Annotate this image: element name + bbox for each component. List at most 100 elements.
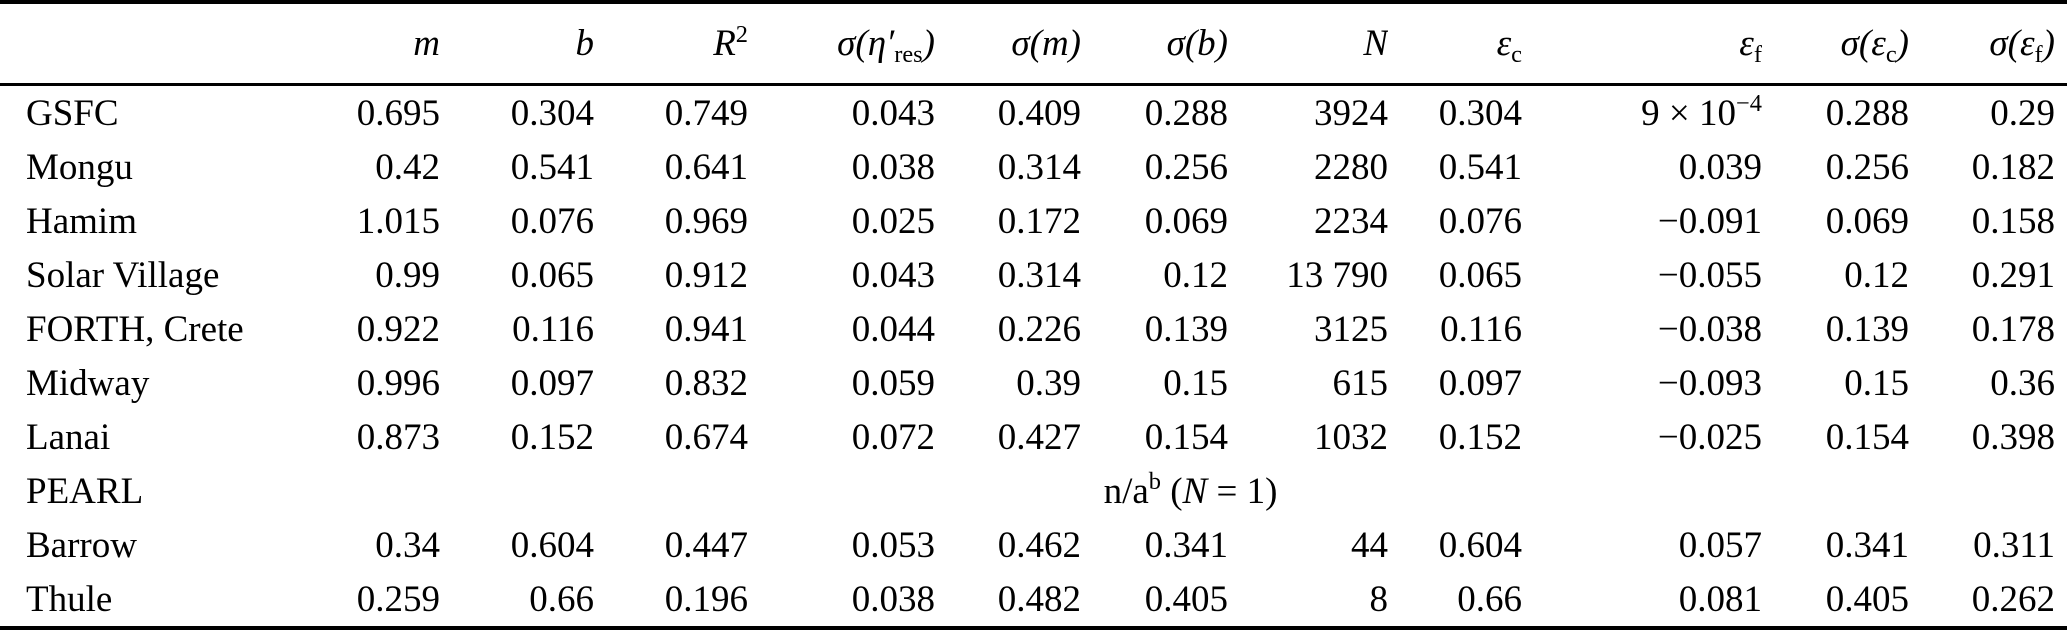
- value-cell: 0.038: [851, 578, 935, 620]
- row-label-site: GSFC: [26, 92, 119, 134]
- value-cell: 0.314: [997, 146, 1081, 188]
- row-label-site: Hamim: [26, 200, 137, 242]
- table-row: Thule 0.259 0.66 0.196 0.038 0.482 0.405 8 0.66 0…: [0, 572, 2067, 628]
- text-segment: σ(ε: [1840, 23, 1886, 64]
- value-cell: 0.674: [664, 416, 748, 458]
- value-cell: 0.409: [997, 92, 1081, 134]
- value-cell: 0.139: [1144, 308, 1228, 350]
- value-cell: −0.055: [1657, 254, 1762, 296]
- value-cell: 44: [1351, 524, 1388, 566]
- col-header-n: N: [1228, 2, 1388, 85]
- value-cell: 0.288: [1144, 92, 1228, 134]
- value-cell: 0.291: [1971, 254, 2055, 296]
- table-row: Mongu 0.42 0.541 0.641 0.038 0.314 0.256 2280 0.…: [0, 140, 2067, 194]
- value-cell: 0.057: [1678, 524, 1762, 566]
- text-segment: res: [894, 40, 923, 68]
- value-cell: 0.256: [1825, 146, 1909, 188]
- text-segment: c: [1511, 40, 1522, 68]
- text-segment: σ(m): [1011, 23, 1081, 64]
- value-cell: 0.29: [1990, 92, 2055, 134]
- text-segment: 9 × 10: [1641, 92, 1737, 134]
- row-label-site: FORTH, Crete: [26, 308, 244, 350]
- row-label-site: Solar Village: [26, 254, 220, 296]
- text-segment: R: [713, 23, 736, 64]
- value-cell: 0.065: [1438, 254, 1522, 296]
- value-cell: 0.99: [375, 254, 440, 296]
- text-segment: N: [1363, 23, 1388, 64]
- value-cell: 0.405: [1144, 578, 1228, 620]
- value-cell: 0.405: [1825, 578, 1909, 620]
- spanning-note-cell: n/ab (N = 1): [314, 464, 2067, 518]
- value-cell: 0.069: [1144, 200, 1228, 242]
- value-cell: 0.447: [664, 524, 748, 566]
- value-cell: 0.311: [1973, 524, 2055, 566]
- value-cell: 0.541: [1438, 146, 1522, 188]
- text-segment: f: [1753, 40, 1762, 68]
- value-cell: 0.462: [997, 524, 1081, 566]
- value-cell: 0.256: [1144, 146, 1228, 188]
- text-segment: N: [1182, 470, 1208, 512]
- value-cell: 0.025: [851, 200, 935, 242]
- value-cell: 0.996: [356, 362, 440, 404]
- value-cell: 2234: [1314, 200, 1388, 242]
- table-row: Solar Village 0.99 0.065 0.912 0.043 0.314 0.1…: [0, 248, 2067, 302]
- text-segment: −4: [1736, 90, 1762, 118]
- value-cell: 0.42: [375, 146, 440, 188]
- text-segment: σ(ε: [1989, 23, 2035, 64]
- table-row: Midway 0.996 0.097 0.832 0.059 0.39 0.15 615 0.0…: [0, 356, 2067, 410]
- value-cell: −0.038: [1657, 308, 1762, 350]
- value-cell: 0.152: [510, 416, 594, 458]
- value-cell: 0.065: [510, 254, 594, 296]
- value-cell: 0.158: [1971, 200, 2055, 242]
- text-segment: ε: [1739, 23, 1754, 64]
- table-row: FORTH, Crete 0.922 0.116 0.941 0.044 0.226 0.1…: [0, 302, 2067, 356]
- value-cell: 0.641: [664, 146, 748, 188]
- table-row: Hamim 1.015 0.076 0.969 0.025 0.172 0.069 2234 0…: [0, 194, 2067, 248]
- value-cell: 0.695: [356, 92, 440, 134]
- value-cell: 0.072: [851, 416, 935, 458]
- value-cell: 615: [1332, 362, 1389, 404]
- col-header-b: b: [440, 2, 595, 85]
- value-cell: 0.15: [1163, 362, 1228, 404]
- value-cell: 1.015: [356, 200, 440, 242]
- value-cell: 0.304: [1438, 92, 1522, 134]
- value-cell: 0.081: [1678, 578, 1762, 620]
- value-cell: 0.097: [510, 362, 594, 404]
- value-cell: 0.66: [529, 578, 594, 620]
- value-cell: 0.482: [997, 578, 1081, 620]
- value-cell: 0.043: [851, 254, 935, 296]
- value-cell: 0.152: [1438, 416, 1522, 458]
- value-cell: 0.182: [1971, 146, 2055, 188]
- value-cell: 0.969: [664, 200, 748, 242]
- value-cell: 0.341: [1144, 524, 1228, 566]
- row-label-site: Lanai: [26, 416, 111, 458]
- value-cell: 3924: [1314, 92, 1388, 134]
- value-cell: 0.116: [1440, 308, 1522, 350]
- value-cell: 0.34: [375, 524, 440, 566]
- col-header-sigma-eta-res: σ(η′res): [748, 2, 935, 85]
- value-cell: 0.941: [664, 308, 748, 350]
- col-header-sigma-eps-f: σ(εf): [1909, 2, 2067, 85]
- value-cell: 0.116: [512, 308, 594, 350]
- value-cell: 3125: [1314, 308, 1388, 350]
- col-header-m: m: [314, 2, 440, 85]
- value-cell: 0.262: [1971, 578, 2055, 620]
- text-segment: σ(η′: [837, 23, 895, 64]
- text-segment: ε: [1496, 23, 1512, 64]
- col-header-eps-c: εc: [1388, 2, 1522, 85]
- table-row: PEARL n/ab (N = 1): [0, 464, 2067, 518]
- row-label-site: Thule: [26, 578, 113, 620]
- value-cell: 0.259: [356, 578, 440, 620]
- value-cell: 0.139: [1825, 308, 1909, 350]
- text-segment: ): [1896, 23, 1909, 64]
- value-cell: 0.059: [851, 362, 935, 404]
- value-cell: 0.304: [510, 92, 594, 134]
- value-cell: 0.873: [356, 416, 440, 458]
- value-cell: 0.922: [356, 308, 440, 350]
- value-cell: 0.039: [1678, 146, 1762, 188]
- value-cell: 1032: [1314, 416, 1388, 458]
- value-cell: 0.541: [510, 146, 594, 188]
- value-cell: −0.091: [1657, 200, 1762, 242]
